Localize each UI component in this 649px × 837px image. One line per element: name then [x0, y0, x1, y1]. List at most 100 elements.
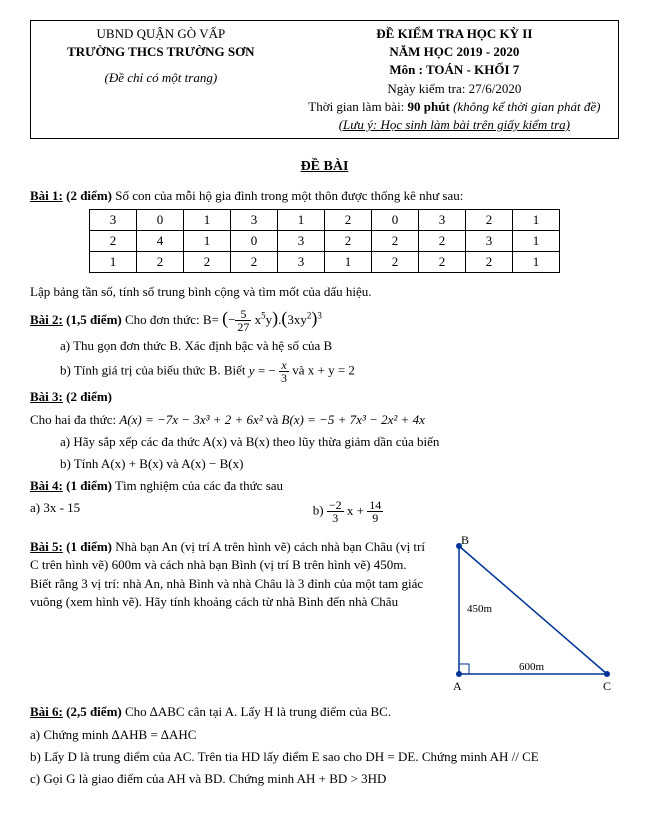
table-cell: 2: [466, 209, 513, 230]
table-cell: 3: [231, 209, 278, 230]
duration-prefix: Thời gian làm bài:: [308, 99, 407, 114]
table-cell: 2: [466, 252, 513, 273]
bai1-points: (2 điểm): [66, 188, 112, 203]
table-cell: 2: [419, 231, 466, 252]
bai5-row: Bài 5: (1 điểm) Nhà bạn An (vị trí A trê…: [30, 534, 619, 699]
bai1-line: Bài 1: (2 điểm) Số con của mỗi hộ gia đì…: [30, 187, 619, 205]
bai4-b-prefix: b): [313, 503, 327, 518]
table-cell: 1: [513, 209, 560, 230]
bai4-label: Bài 4:: [30, 478, 63, 493]
table-cell: 2: [90, 231, 137, 252]
bai3-line1: Cho hai đa thức: A(x) = −7x − 3x³ + 2 + …: [30, 411, 619, 429]
exam-title: ĐỀ KIỂM TRA HỌC KỲ II: [297, 25, 612, 43]
bai4-b: b) −23 x + 149: [313, 499, 619, 524]
bai1-table: 301312032124103222311222312221: [89, 209, 560, 274]
header-left: UBND QUẬN GÒ VẤP TRƯỜNG THCS TRƯỜNG SƠN …: [31, 21, 291, 138]
duration-bold: 90 phút: [408, 99, 450, 114]
bai2-points: (1,5 điểm): [66, 312, 122, 327]
table-cell: 1: [513, 231, 560, 252]
table-cell: 2: [372, 231, 419, 252]
bai6-label: Bài 6:: [30, 704, 63, 719]
table-cell: 1: [90, 252, 137, 273]
district-line: UBND QUẬN GÒ VẤP: [37, 25, 285, 43]
bai3-line1a: Cho hai đa thức:: [30, 412, 119, 427]
bai6-line: Bài 6: (2,5 điểm) Cho ∆ABC cân tại A. Lấ…: [30, 703, 619, 721]
table-cell: 1: [278, 209, 325, 230]
table-cell: 0: [231, 231, 278, 252]
bai5-figure: A B C 450m 600m: [439, 534, 619, 699]
table-cell: 3: [278, 231, 325, 252]
bai2-a: a) Thu gọn đơn thức B. Xác định bậc và h…: [60, 337, 619, 355]
table-cell: 1: [184, 209, 231, 230]
table-cell: 2: [231, 252, 278, 273]
bai1-label: Bài 1:: [30, 188, 63, 203]
bai6-b: b) Lấy D là trung điểm của AC. Trên tia …: [30, 748, 619, 766]
table-cell: 1: [325, 252, 372, 273]
bai2-b-expr: y = − x3: [249, 363, 289, 378]
table-cell: 2: [137, 252, 184, 273]
bai4-a: a) 3x - 15: [30, 499, 313, 524]
table-cell: 4: [137, 231, 184, 252]
bai3-bx: B(x) = −5 + 7x³ − 2x² + 4x: [282, 412, 425, 427]
duration-note: (không kể thời gian phát đề): [450, 99, 601, 114]
section-title: ĐỀ BÀI: [30, 157, 619, 177]
bai2-line: Bài 2: (1,5 điểm) Cho đơn thức: B= (−527…: [30, 306, 619, 334]
bai3-ax: A(x) = −7x − 3x³ + 2 + 6x²: [119, 412, 262, 427]
table-cell: 2: [184, 252, 231, 273]
table-cell: 1: [513, 252, 560, 273]
bai5-text-block: Bài 5: (1 điểm) Nhà bạn An (vị trí A trê…: [30, 534, 439, 615]
bai4-points: (1 điểm): [66, 478, 112, 493]
fig-ac: 600m: [519, 661, 545, 673]
date-line: Ngày kiểm tra: 27/6/2020: [297, 80, 612, 98]
bai1-text: Số con của mỗi hộ gia đình trong một thô…: [115, 188, 463, 203]
page-note: (Đề chỉ có một trang): [37, 69, 285, 87]
fig-b: B: [461, 534, 469, 547]
fig-ab: 450m: [467, 603, 493, 615]
bai5-points: (1 điểm): [66, 539, 112, 554]
bai2-label: Bài 2:: [30, 312, 63, 327]
bai3-b: b) Tính A(x) + B(x) và A(x) − B(x): [60, 455, 619, 473]
fig-a: A: [453, 679, 462, 693]
bai6-points: (2,5 điểm): [66, 704, 122, 719]
bai2-b: b) Tính giá trị của biểu thức B. Biết: [60, 363, 249, 378]
table-cell: 3: [90, 209, 137, 230]
table-cell: 3: [419, 209, 466, 230]
bai5-label: Bài 5:: [30, 539, 63, 554]
bai3-a: a) Hãy sắp xếp các đa thức A(x) và B(x) …: [60, 433, 619, 451]
bai3-points: (2 điểm): [66, 389, 112, 404]
table-cell: 2: [325, 231, 372, 252]
table-cell: 0: [372, 209, 419, 230]
table-cell: 1: [184, 231, 231, 252]
table-cell: 0: [137, 209, 184, 230]
triangle-svg: A B C 450m 600m: [439, 534, 619, 694]
bai6-lead: Cho ∆ABC cân tại A. Lấy H là trung điểm …: [125, 704, 391, 719]
bai1-after: Lập bảng tần số, tính số trung bình cộng…: [30, 283, 619, 301]
table-cell: 3: [466, 231, 513, 252]
table-cell: 2: [419, 252, 466, 273]
bai4-row: a) 3x - 15 b) −23 x + 149: [30, 499, 619, 524]
fig-c: C: [603, 679, 611, 693]
bai3-head: Bài 3: (2 điểm): [30, 388, 619, 406]
bai6-a: a) Chứng minh ∆AHB = ∆AHC: [30, 726, 619, 744]
table-cell: 3: [278, 252, 325, 273]
table-cell: 2: [325, 209, 372, 230]
table-cell: 2: [372, 252, 419, 273]
bai2-lead: Cho đơn thức: B=: [125, 312, 219, 327]
school-name: TRƯỜNG THCS TRƯỜNG SƠN: [37, 43, 285, 61]
bai5-line: Bài 5: (1 điểm) Nhà bạn An (vị trí A trê…: [30, 538, 431, 611]
bai4-text: Tìm nghiệm của các đa thức sau: [115, 478, 283, 493]
year-line: NĂM HỌC 2019 - 2020: [297, 43, 612, 61]
bai2-b-line: b) Tính giá trị của biểu thức B. Biết y …: [60, 359, 619, 384]
bai3-and: và: [266, 412, 282, 427]
header-right: ĐỀ KIỂM TRA HỌC KỲ II NĂM HỌC 2019 - 202…: [291, 21, 618, 138]
bai4-b-expr: −23 x + 149: [327, 503, 383, 518]
bai3-label: Bài 3:: [30, 389, 63, 404]
subject-line: Môn : TOÁN - KHỐI 7: [297, 61, 612, 79]
bai2-b-tail: và x + y = 2: [292, 363, 355, 378]
bai6-c: c) Gọi G là giao điểm của AH và BD. Chứn…: [30, 770, 619, 788]
hint-line: (Lưu ý: Học sinh làm bài trên giấy kiểm …: [297, 116, 612, 134]
bai2-expr: (−527 x5y).(3xy2)3: [222, 312, 322, 327]
header-box: UBND QUẬN GÒ VẤP TRƯỜNG THCS TRƯỜNG SƠN …: [30, 20, 619, 139]
duration-line: Thời gian làm bài: 90 phút (không kể thờ…: [297, 98, 612, 116]
bai4-line: Bài 4: (1 điểm) Tìm nghiệm của các đa th…: [30, 477, 619, 495]
